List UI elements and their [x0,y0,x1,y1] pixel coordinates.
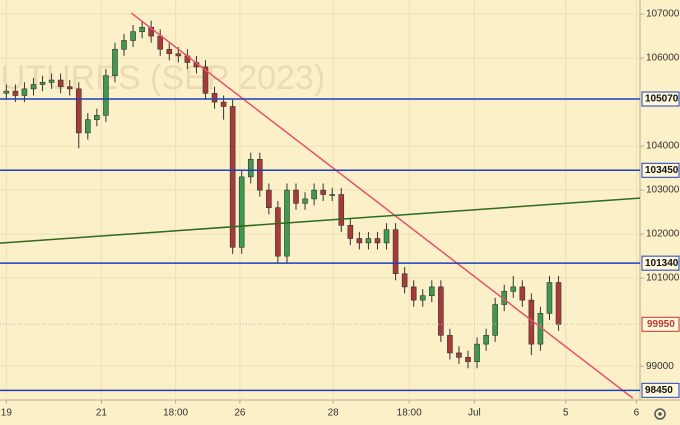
level-label-box [641,382,680,398]
candle-body [456,352,462,358]
level-label-box [641,91,680,107]
candle-body [30,84,37,90]
candle-body [139,26,145,32]
x-tick-label: 28 [328,408,340,419]
candle-body [202,66,209,94]
level-label: 103450 [645,165,679,176]
candle-body [492,304,498,336]
y-tick-label: 107000 [646,9,680,20]
last-price-box [641,316,680,332]
candle-body [66,86,73,90]
candle-body [510,286,517,292]
x-tick-label: 26 [234,408,246,419]
candle-body [166,48,173,54]
candle-body [374,238,381,244]
candle-body [75,88,82,134]
candle-body [220,101,227,107]
candle-body [238,176,245,248]
candle-body [157,35,164,50]
candle-body [302,198,308,204]
candle-body [392,229,399,275]
candle-body [229,106,236,248]
level-label-box [641,162,680,178]
y-tick-label: 104000 [646,141,680,152]
candle-body [130,31,136,41]
candle-body [383,229,390,244]
candle-body [57,79,64,87]
candle-body [257,158,263,191]
y-tick-label: 103000 [646,185,680,196]
candle-body [121,40,127,50]
candle-body [519,286,526,301]
candle-body [447,335,453,354]
y-tick-label: 101000 [646,273,680,284]
settings-icon[interactable] [654,408,666,420]
candle-body [247,158,254,178]
candle-body [275,207,281,257]
x-tick-label: 18:00 [397,408,422,419]
x-tick-label: 19 [1,408,13,419]
candle-body [211,92,218,103]
candle-body [419,295,426,301]
candle-body [311,189,317,200]
settings-dot[interactable] [658,412,662,416]
x-tick-label: 21 [96,408,108,419]
watermark: FUTURES (SEP 2023) [0,59,325,97]
candle-body [438,286,444,336]
candle-body [546,282,553,314]
candle-body [401,273,408,288]
trendline [0,197,640,244]
candle-body [465,357,471,363]
plot-area [0,0,640,400]
trendline [130,12,634,399]
candle-body [48,79,55,83]
candle-body [338,194,345,226]
y-tick-label: 102000 [646,229,680,240]
candle-body [39,81,46,85]
candle-body [12,90,19,96]
candle-body [293,189,299,204]
settings-gear[interactable] [654,408,666,420]
level-label-box [641,255,680,271]
candle-body [555,282,562,325]
last-price-label: 99950 [647,319,675,330]
candle-body [85,119,91,134]
candle-body [483,335,489,345]
candle-body [429,286,435,297]
candle-body [320,189,326,195]
candle-body [474,343,480,363]
candle-body [21,88,28,96]
candle-body [329,194,336,196]
candle-body [356,238,363,244]
candle-body [103,75,109,116]
candle-body [410,286,417,301]
candle-body [175,53,182,57]
candle-body [365,238,372,244]
x-tick-label: 18:00 [163,408,188,419]
x-tick-label: 5 [563,408,569,419]
candle-body [94,114,100,120]
candle-body [3,90,10,94]
candle-body [266,189,272,209]
y-tick-label: 99000 [646,361,674,372]
candle-body [347,225,354,239]
candle-body [148,26,154,37]
candle-body [112,48,118,76]
y-tick-label: 106000 [646,53,680,64]
level-label: 105070 [645,94,679,105]
level-label: 98450 [645,385,673,396]
x-tick-label: 6 [634,408,640,419]
x-tick-label: Jul [468,408,481,419]
level-label: 101340 [645,258,679,269]
